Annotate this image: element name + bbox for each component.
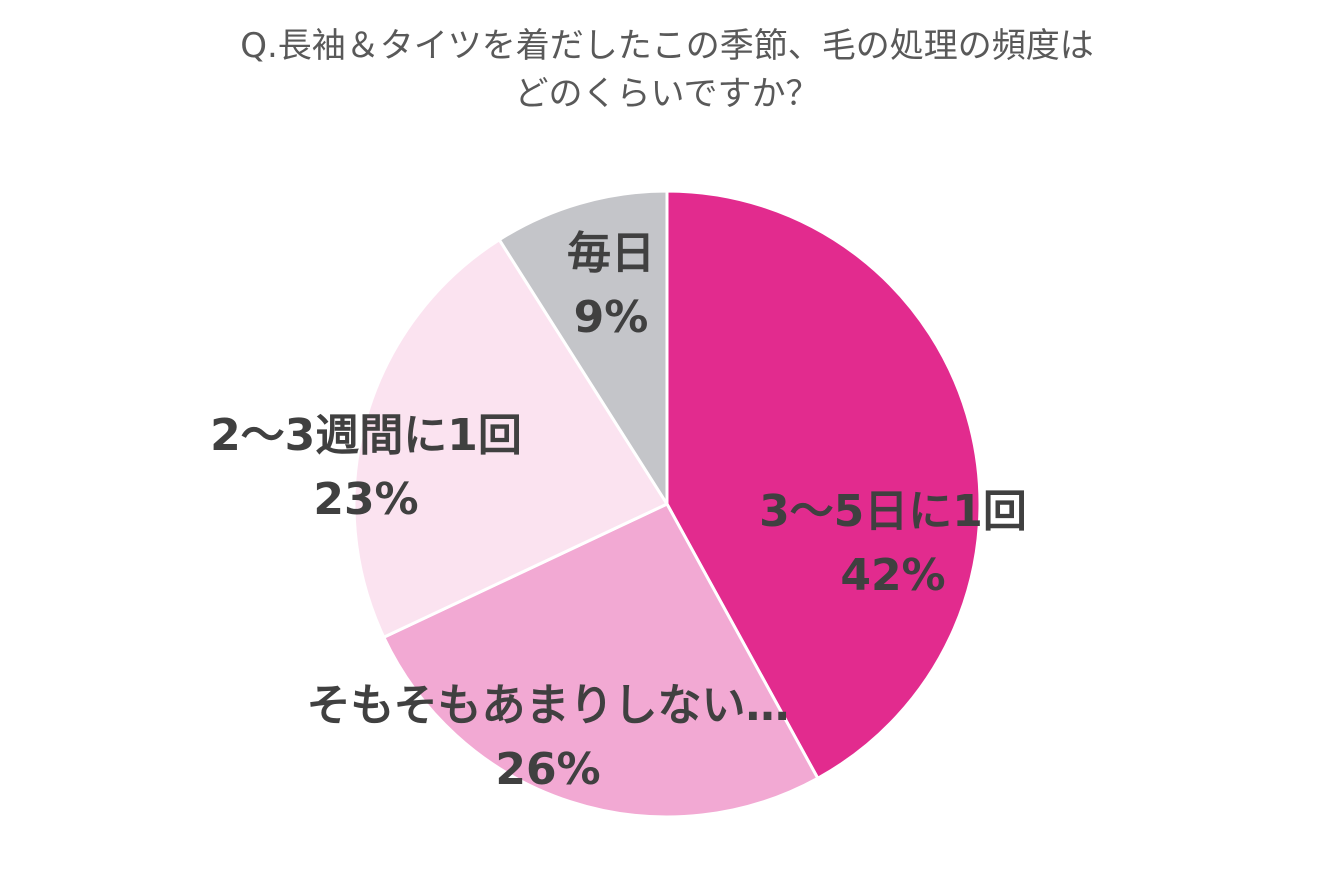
chart-title-line-2: どのくらいですか？ xyxy=(514,74,820,114)
slice-label-4: 毎日 xyxy=(567,228,655,279)
pie-slice-3 xyxy=(352,238,669,639)
chart-title-line-1: Q.長袖＆タイツを着だしたこの季節、毛の処理の頻度は xyxy=(240,26,1094,66)
pie-slice-2 xyxy=(382,502,820,819)
slice-value-label-4: 9% xyxy=(574,292,649,343)
slice-value-label-2: 26% xyxy=(495,744,600,795)
slice-label-1: 3〜5日に1回 xyxy=(759,486,1027,537)
pie-slice-1 xyxy=(665,189,982,780)
pie-labels: 3〜5日に1回 42% そもそもあまりしない… 26% 2〜3週間に1回 23% 毎日 9% xyxy=(210,228,1027,795)
slice-value-label-3: 23% xyxy=(313,474,418,525)
chart-title: Q.長袖＆タイツを着だしたこの季節、毛の処理の頻度は どのくらいですか？ xyxy=(0,22,1334,118)
slice-label-2: そもそもあまりしない… xyxy=(306,680,789,731)
slice-label-3: 2〜3週間に1回 xyxy=(210,410,522,461)
slice-value-label-1: 42% xyxy=(840,550,945,601)
pie-slice-4 xyxy=(497,189,669,506)
pie-slices xyxy=(352,189,982,819)
